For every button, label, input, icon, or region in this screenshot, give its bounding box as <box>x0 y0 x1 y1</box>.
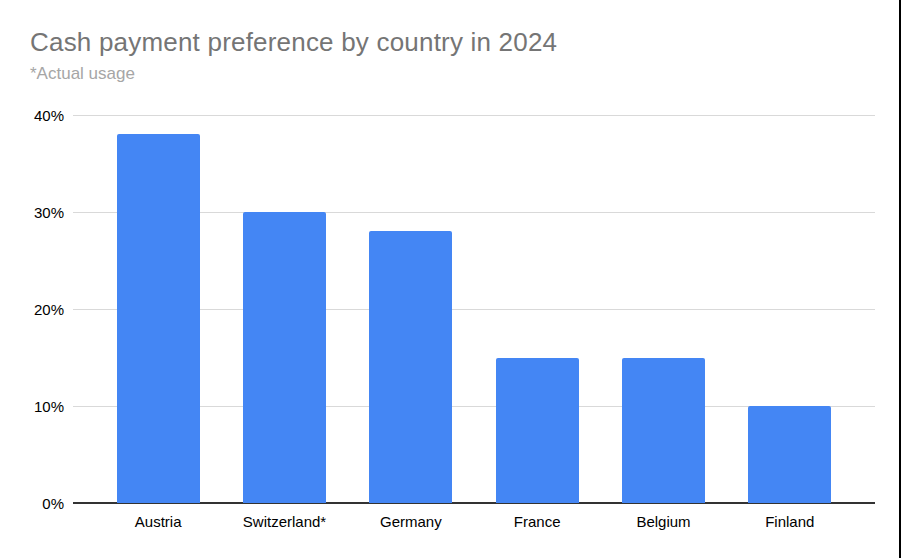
bar-band <box>474 115 600 503</box>
plot-area: 0%10%20%30%40%AustriaSwitzerland*Germany… <box>73 115 875 503</box>
y-tick-label: 30% <box>34 204 64 221</box>
bar-austria <box>117 134 200 503</box>
y-tick-label: 0% <box>42 495 64 512</box>
bar-band <box>95 115 221 503</box>
x-tick-label: Switzerland* <box>221 513 347 530</box>
x-tick-label: Belgium <box>600 513 726 530</box>
y-tick-label: 40% <box>34 107 64 124</box>
x-tick-label: Germany <box>348 513 474 530</box>
bar-band <box>727 115 853 503</box>
x-tick-label: Finland <box>727 513 853 530</box>
bars-container <box>73 115 875 503</box>
bar-band <box>348 115 474 503</box>
bar-finland <box>748 406 831 503</box>
x-tick-label: Austria <box>95 513 221 530</box>
right-edge-divider <box>899 0 901 558</box>
bar-switzerland <box>243 212 326 503</box>
x-tick-label: France <box>474 513 600 530</box>
chart-title: Cash payment preference by country in 20… <box>30 27 557 58</box>
bar-band <box>600 115 726 503</box>
bar-germany <box>369 231 452 503</box>
bar-belgium <box>622 358 705 504</box>
chart-subtitle: *Actual usage <box>30 64 135 84</box>
y-tick-label: 20% <box>34 301 64 318</box>
x-axis-labels: AustriaSwitzerland*GermanyFranceBelgiumF… <box>73 503 875 530</box>
bar-france <box>496 358 579 504</box>
chart-figure: Cash payment preference by country in 20… <box>0 0 904 558</box>
y-tick-label: 10% <box>34 398 64 415</box>
bar-band <box>221 115 347 503</box>
